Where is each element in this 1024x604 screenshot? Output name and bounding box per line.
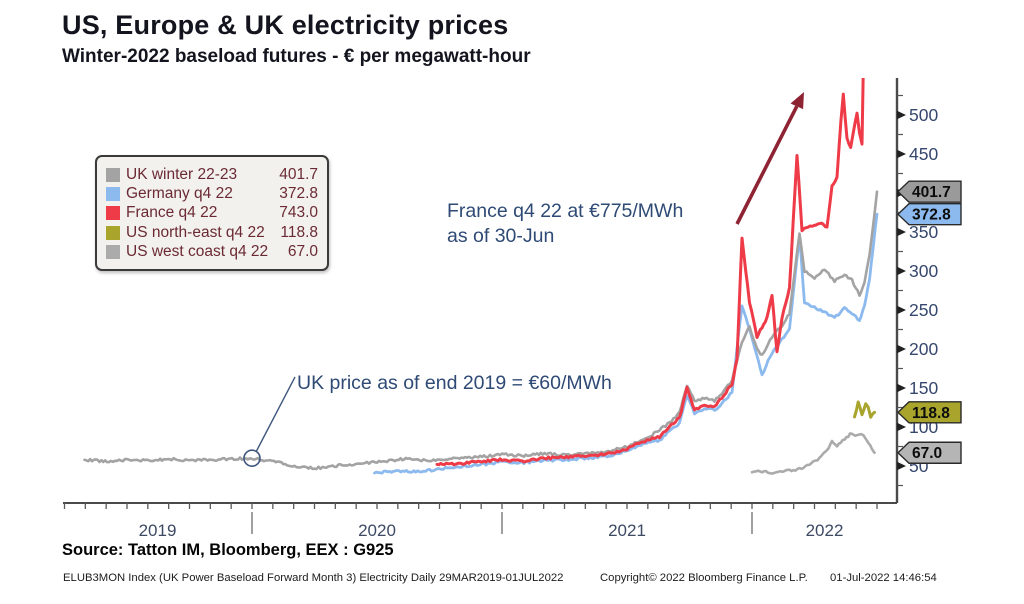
legend-swatch-us-north-east (106, 225, 120, 240)
legend-value: 743.0 (279, 204, 318, 222)
legend-item-us-north-east: US north-east q4 22 118.8 (106, 223, 318, 242)
legend-swatch-us-west-coast (106, 245, 120, 260)
x-axis: 2019 2020 2021 2022 (63, 502, 897, 540)
series-us-north-east-q4-22 (853, 400, 876, 419)
legend-swatch-france (106, 206, 120, 221)
legend-item-uk-winter: UK winter 22-23 401.7 (106, 165, 318, 184)
annotation-graphics (243, 92, 804, 468)
source-line: Source: Tatton IM, Bloomberg, EEX : G925 (62, 541, 394, 559)
uk-price-callout-line (255, 376, 296, 452)
series-us-west-coast-q4-22 (750, 432, 876, 475)
page-subtitle: Winter-2022 baseload futures - € per meg… (62, 46, 531, 67)
legend-label: France q4 22 (126, 204, 218, 222)
uk-price-circle-marker (243, 449, 261, 468)
x-axis-label: 2022 (806, 521, 844, 540)
trend-arrow-shaft (735, 105, 799, 225)
legend-label: US north-east q4 22 (126, 223, 265, 241)
legend-item-france: France q4 22 743.0 (106, 204, 318, 223)
x-axis-label: 2020 (358, 521, 396, 540)
series-uk-winter-22-23 (83, 190, 879, 471)
y-axis-label: 500 (909, 105, 938, 125)
legend-label: US west coast q4 22 (126, 243, 269, 261)
svg-text:372.8: 372.8 (912, 207, 951, 224)
legend-label: Germany q4 22 (126, 185, 233, 203)
legend-value: 372.8 (279, 185, 318, 203)
y-axis-label: 150 (909, 378, 938, 398)
annotation-uk-price: UK price as of end 2019 = €60/MWh (297, 372, 612, 394)
y-axis-label: 350 (909, 222, 938, 242)
y-axis-label: 200 (909, 339, 938, 359)
legend-value: 67.0 (287, 243, 318, 261)
legend-box: UK winter 22-23 401.7 Germany q4 22 372.… (95, 155, 329, 271)
x-axis-label: 2021 (608, 521, 646, 540)
y-axis-label: 450 (909, 144, 938, 164)
legend-value: 118.8 (280, 223, 318, 241)
legend-label: UK winter 22-23 (126, 165, 238, 183)
price-tag-67.0: 67.0 (896, 441, 962, 464)
annotation-france: France q4 22 at €775/MWh as of 30-Jun (447, 199, 683, 250)
trend-arrow-head (790, 92, 804, 110)
svg-text:67.0: 67.0 (912, 445, 942, 462)
legend-item-germany: Germany q4 22 372.8 (106, 184, 318, 203)
legend-swatch-uk-winter (106, 167, 120, 182)
svg-text:118.8: 118.8 (912, 405, 950, 422)
price-tag-401.7: 401.7 (896, 180, 962, 203)
datetime-text: 01-Jul-2022 14:46:54 (830, 572, 937, 584)
price-tag-118.8: 118.8 (896, 401, 962, 424)
series-france-q4-22 (435, 78, 865, 467)
x-axis-label: 2019 (139, 521, 177, 540)
copyright-text: Copyright© 2022 Bloomberg Finance L.P. (600, 572, 808, 584)
annotation-france-line2: as of 30-Jun (447, 225, 555, 248)
price-tag-372.8: 372.8 (896, 203, 962, 226)
y-axis-label: 250 (909, 300, 938, 320)
legend-item-us-west-coast: US west coast q4 22 67.0 (106, 243, 318, 262)
index-info-text: ELUB3MON Index (UK Power Baseload Forwar… (63, 572, 564, 584)
legend-swatch-germany (106, 187, 120, 202)
page-title: US, Europe & UK electricity prices (62, 10, 509, 40)
annotation-france-line1: France q4 22 at €775/MWh (447, 200, 684, 222)
legend-value: 401.7 (279, 165, 318, 183)
y-axis: 50100150200250300350400450500 (895, 78, 938, 503)
y-axis-label: 300 (909, 261, 938, 281)
svg-text:401.7: 401.7 (912, 184, 951, 201)
